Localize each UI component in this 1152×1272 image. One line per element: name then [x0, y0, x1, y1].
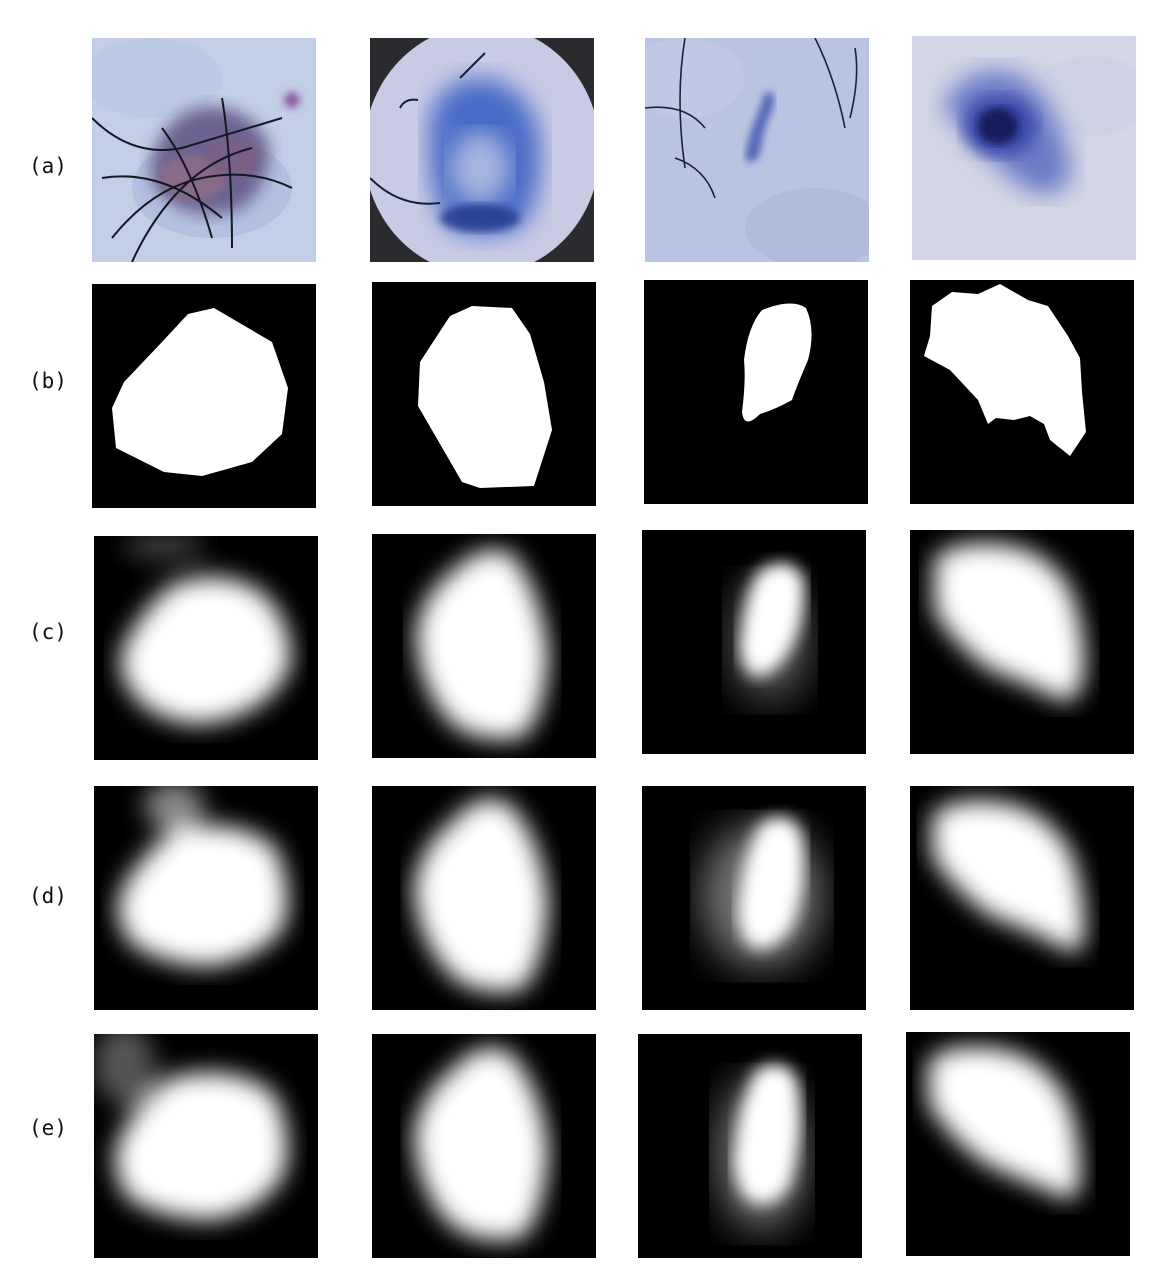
prediction-d-2: [372, 786, 596, 1010]
row-label-b: (b): [29, 369, 67, 393]
ground-truth-mask-4: [910, 280, 1134, 504]
prediction-e-3: [638, 1034, 862, 1258]
prediction-d-1: [94, 786, 318, 1010]
row-label-c: (c): [29, 620, 67, 644]
prediction-c-4: [910, 530, 1134, 754]
prediction-c-2: [372, 534, 596, 758]
row-label-a: (a): [29, 154, 67, 178]
row-label-e: (e): [29, 1116, 67, 1140]
row-label-d: (d): [29, 884, 67, 908]
prediction-c-3: [642, 530, 866, 754]
dermoscopy-image-2: [370, 38, 594, 262]
prediction-d-4: [910, 786, 1134, 1010]
ground-truth-mask-2: [372, 282, 596, 506]
ground-truth-mask-1: [92, 284, 316, 508]
prediction-d-3: [642, 786, 866, 1010]
dermoscopy-image-4: [912, 36, 1136, 260]
ground-truth-mask-3: [644, 280, 868, 504]
prediction-e-2: [372, 1034, 596, 1258]
dermoscopy-image-1: [92, 38, 316, 262]
prediction-c-1: [94, 536, 318, 760]
prediction-e-4: [906, 1032, 1130, 1256]
prediction-e-1: [94, 1034, 318, 1258]
dermoscopy-image-3: [645, 38, 869, 262]
